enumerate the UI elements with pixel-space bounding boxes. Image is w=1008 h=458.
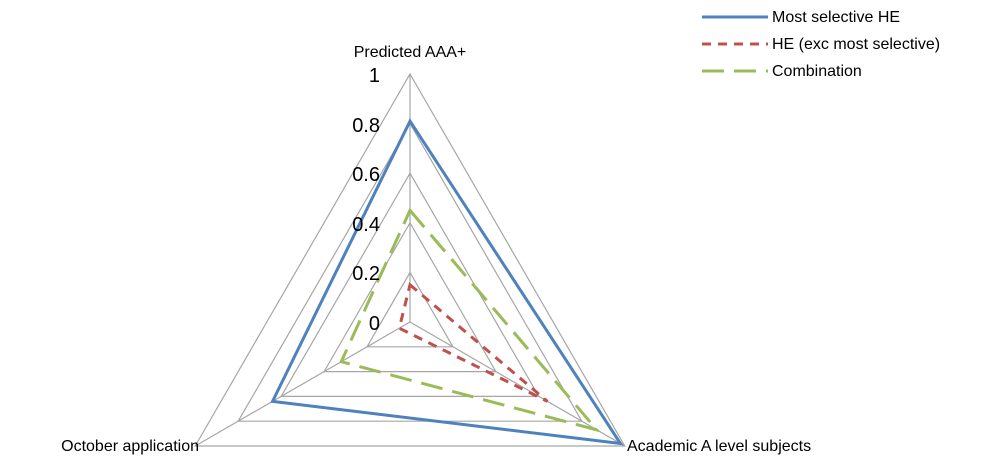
- tick-label-0-6: 0.6: [352, 164, 380, 186]
- series-line-combination: [339, 207, 602, 433]
- grid-spoke-2: [194, 321, 411, 447]
- radial-tick-labels: 0 0.2 0.4 0.6 0.8 1: [352, 65, 380, 335]
- series-line-most-selective-he: [270, 118, 624, 446]
- legend-label-he-exc-most-selective: HE (exc most selective): [772, 36, 940, 53]
- radar-series: [270, 118, 624, 446]
- legend-item-combination: Combination: [702, 63, 862, 80]
- axis-label-predicted-aaa: Predicted AAA+: [354, 44, 467, 61]
- axis-label-academic-a-level: Academic A level subjects: [627, 438, 811, 455]
- tick-label-0-2: 0.2: [352, 263, 380, 285]
- axis-label-october-application: October application: [61, 438, 199, 455]
- legend-item-he-exc-most-selective: HE (exc most selective): [702, 36, 940, 53]
- series-line-he-exc-most-selective: [397, 282, 549, 403]
- legend-label-combination: Combination: [772, 63, 862, 80]
- grid-ring-1: [194, 72, 626, 447]
- grid-ring-0-4: [323, 221, 497, 373]
- grid-ring-0-2: [366, 271, 454, 348]
- radar-grid: [194, 72, 626, 447]
- tick-label-0-8: 0.8: [352, 115, 380, 137]
- legend-label-most-selective-he: Most selective HE: [772, 9, 900, 26]
- tick-label-1: 1: [369, 65, 380, 87]
- grid-spoke-1: [409, 321, 626, 447]
- legend-item-most-selective-he: Most selective HE: [702, 9, 900, 26]
- grid-ring-0-8: [237, 122, 583, 422]
- tick-label-0-4: 0.4: [352, 214, 380, 236]
- legend: Most selective HE HE (exc most selective…: [702, 9, 940, 80]
- tick-label-0: 0: [369, 313, 380, 335]
